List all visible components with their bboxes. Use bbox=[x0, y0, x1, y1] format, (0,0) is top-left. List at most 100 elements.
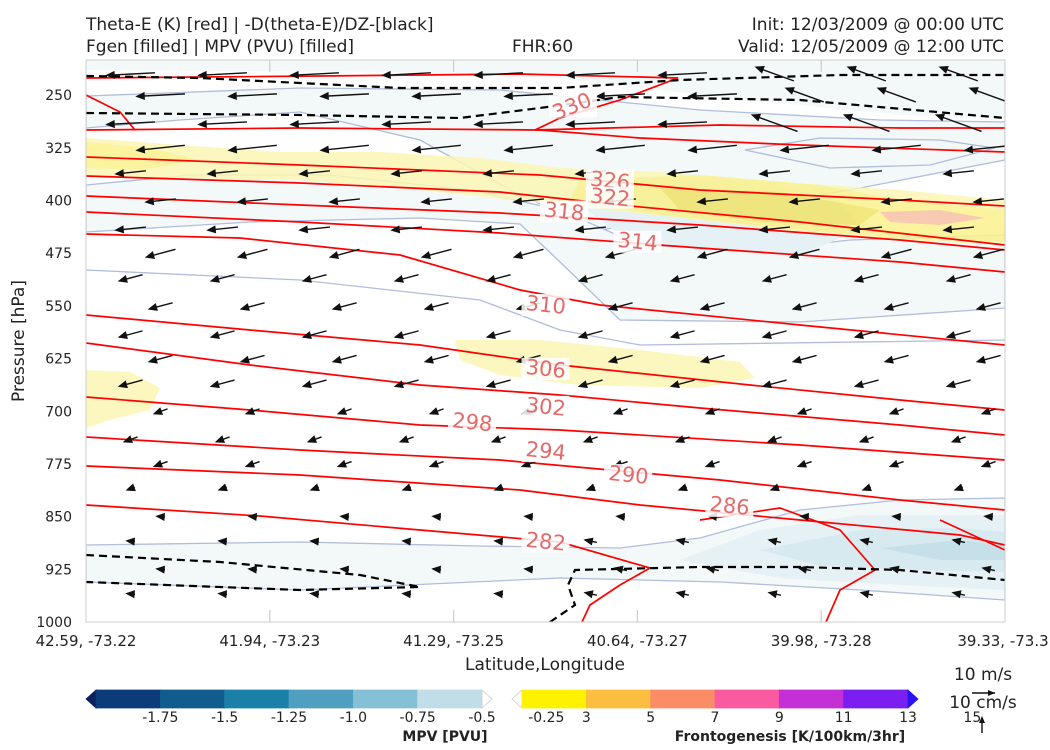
wind-vector-shaft bbox=[136, 93, 186, 98]
wind-vector-arrowhead bbox=[761, 380, 772, 389]
x-tick-label: 42.59, -73.22 bbox=[36, 632, 137, 650]
wind-vector-arrowhead bbox=[381, 70, 391, 79]
colorbar-swatch bbox=[481, 689, 493, 709]
wind-vector-arrowhead bbox=[512, 251, 523, 260]
wind-vector-arrowhead bbox=[390, 225, 401, 234]
wind-vector-arrowhead bbox=[796, 459, 808, 468]
wind-vector-shaft bbox=[382, 72, 432, 77]
wind-vector-arrowhead bbox=[888, 459, 900, 468]
colorbar-tick-label: 15 bbox=[963, 710, 981, 726]
wind-vector-shaft bbox=[198, 72, 248, 77]
y-tick-label: 475 bbox=[45, 246, 72, 262]
wind-vector-arrowhead bbox=[846, 66, 857, 74]
wind-vector-shaft bbox=[596, 93, 646, 98]
colorbar-mpv: -1.75 -1.5 -1.25 -1.0 -0.75 -0.5 -0.25 bbox=[85, 689, 564, 726]
wind-vector-shaft bbox=[474, 121, 524, 126]
colorbar-fgen-title: Frontogenesis [K/100km/3hr] bbox=[675, 729, 905, 745]
wind-vector-arrowhead bbox=[411, 91, 421, 101]
theta-e-gradient-contours bbox=[86, 73, 1005, 622]
wind-vector-arrowhead bbox=[309, 483, 320, 492]
wind-vector-arrowhead bbox=[390, 169, 401, 178]
wind-vector-arrowhead bbox=[704, 459, 716, 468]
colorbar-mpv-title: MPV [PVU] bbox=[402, 729, 487, 745]
wind-vector-arrowhead bbox=[523, 512, 534, 521]
wind-vector-shaft bbox=[752, 114, 798, 133]
theta-e-label-background bbox=[585, 186, 634, 209]
wind-vector-shaft bbox=[290, 121, 340, 126]
theta-e-label-background bbox=[539, 200, 588, 223]
wind-vector-arrowhead bbox=[767, 590, 778, 599]
wind-vector-arrowhead bbox=[301, 274, 312, 283]
theta-e-contour-label: 286 bbox=[708, 492, 750, 520]
wind-vector-arrowhead bbox=[758, 225, 769, 234]
wind-vector-arrowhead bbox=[758, 169, 769, 178]
wind-vector-arrowhead bbox=[401, 537, 412, 546]
wind-vector-arrowhead bbox=[381, 120, 391, 129]
wind-vector-arrowhead bbox=[574, 225, 585, 234]
wind-vector-arrowhead bbox=[147, 355, 158, 364]
wind-vector-shaft bbox=[137, 144, 185, 152]
wind-vector-shaft bbox=[106, 121, 156, 126]
wind-vector-arrowhead bbox=[750, 113, 762, 122]
wind-vector-arrowhead bbox=[336, 459, 348, 468]
wind-vector-arrowhead bbox=[769, 483, 780, 492]
wind-vector-arrowhead bbox=[880, 251, 891, 260]
wind-vector-arrowhead bbox=[431, 512, 442, 521]
wind-vector-arrowhead bbox=[980, 407, 992, 415]
wind-vector-arrowhead bbox=[493, 483, 504, 492]
wind-vector-arrowhead bbox=[503, 145, 514, 154]
wind-vector-arrowhead bbox=[972, 197, 983, 206]
wind-vector-arrowhead bbox=[411, 145, 422, 154]
wind-vector-arrowhead bbox=[767, 537, 778, 546]
wind-vector-arrowhead bbox=[585, 483, 596, 492]
wind-vector-arrowhead bbox=[784, 87, 795, 95]
colorbar-swatch bbox=[352, 689, 419, 709]
wind-vector-arrowhead bbox=[791, 355, 802, 364]
wind-vector-arrowhead bbox=[788, 197, 799, 206]
wind-vector-arrowhead bbox=[657, 70, 667, 79]
wind-vector-arrowhead bbox=[503, 91, 513, 101]
wind-vector-arrowhead bbox=[761, 274, 772, 283]
wind-vector-arrowhead bbox=[779, 145, 790, 154]
wind-vector-arrowhead bbox=[674, 435, 686, 443]
wind-vector-arrowhead bbox=[859, 590, 870, 599]
x-tick-label: 39.98, -73.28 bbox=[771, 632, 872, 650]
wind-vector-arrowhead bbox=[339, 512, 350, 521]
y-axis-ticks: 250 325 400 475 550 625 700 775 850 925 1000 bbox=[36, 88, 72, 631]
colorbar-swatch bbox=[907, 689, 919, 709]
wind-vector-shaft bbox=[936, 114, 982, 133]
colorbar-tick-label: 7 bbox=[711, 710, 720, 726]
wind-vector-arrowhead bbox=[754, 66, 765, 74]
wind-vector-arrowhead bbox=[981, 565, 992, 574]
wind-vector-arrowhead bbox=[428, 459, 440, 468]
wind-vector-arrowhead bbox=[577, 331, 588, 340]
y-tick-label: 625 bbox=[45, 352, 72, 368]
wind-vector-arrowhead bbox=[975, 355, 986, 364]
y-axis-title: Pressure [hPa] bbox=[9, 280, 29, 402]
wind-vector-arrowhead bbox=[666, 225, 677, 234]
y-tick-label: 550 bbox=[45, 299, 72, 315]
wind-vector-arrowhead bbox=[144, 197, 155, 206]
wind-vector-shaft bbox=[566, 121, 616, 126]
wind-vector-arrowhead bbox=[761, 331, 772, 340]
colorbar-swatch bbox=[521, 689, 587, 709]
wind-vector-arrowhead bbox=[125, 537, 136, 546]
wind-vector-shaft bbox=[597, 144, 645, 152]
y-tick-label: 250 bbox=[45, 88, 72, 104]
wind-vector-shaft bbox=[474, 72, 524, 77]
theta-e-contour-label: 318 bbox=[543, 198, 585, 226]
wind-vector-shaft bbox=[412, 93, 462, 98]
valid-time: Valid: 12/05/2009 @ 12:00 UTC bbox=[738, 37, 1004, 57]
theta-e-label-background bbox=[521, 357, 570, 380]
wind-vector-arrowhead bbox=[677, 483, 688, 492]
wind-vector-arrowhead bbox=[105, 70, 115, 79]
wind-vector-arrowhead bbox=[393, 380, 404, 389]
wind-vector-arrowhead bbox=[490, 435, 502, 443]
wind-vector-shaft bbox=[320, 93, 370, 98]
wind-vector-arrowhead bbox=[699, 303, 710, 311]
wind-vector-arrowhead bbox=[147, 303, 158, 311]
wind-vector-arrowhead bbox=[473, 120, 483, 129]
wind-vector-arrowhead bbox=[197, 120, 207, 129]
wind-ref-horizontal-arrowhead bbox=[988, 690, 995, 696]
